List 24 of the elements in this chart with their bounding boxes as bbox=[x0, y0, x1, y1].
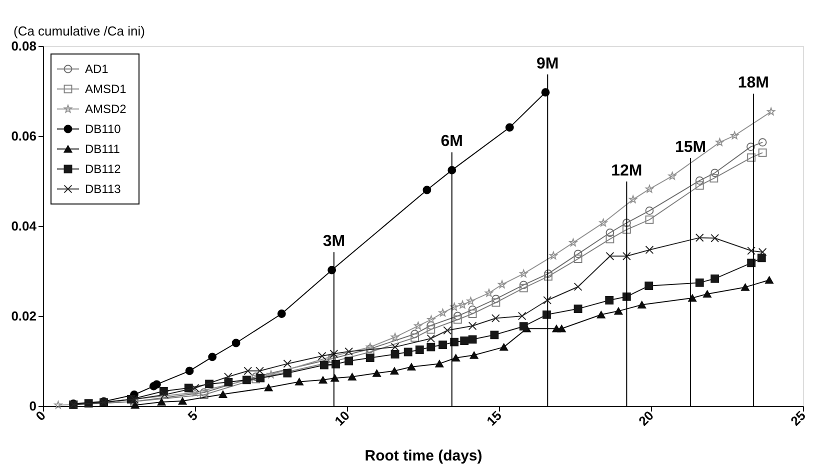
legend-label: AD1 bbox=[85, 62, 109, 76]
legend-label: DB110 bbox=[85, 122, 122, 136]
y-tick-label: 0.08 bbox=[11, 38, 36, 54]
legend-label: DB113 bbox=[85, 182, 122, 196]
y-tick-label: 0.04 bbox=[11, 218, 38, 234]
ref-line-label: 9M bbox=[536, 55, 559, 72]
ref-line-label: 18M bbox=[738, 74, 770, 92]
ref-line-label: 12M bbox=[611, 162, 642, 180]
x-tick-label: 15 bbox=[484, 408, 504, 429]
legend-label: DB112 bbox=[85, 162, 122, 176]
x-tick-label: 25 bbox=[788, 408, 808, 429]
legend-label: AMSD2 bbox=[85, 102, 127, 116]
legend-label: AMSD1 bbox=[85, 82, 127, 96]
x-tick-label: 10 bbox=[332, 408, 352, 429]
ref-line-label: 15M bbox=[674, 139, 706, 156]
x-axis-title: Root time (days) bbox=[364, 448, 482, 465]
x-tick-label: 5 bbox=[184, 408, 200, 424]
ref-line-label: 3M bbox=[322, 233, 346, 250]
y-tick-label: 0.06 bbox=[11, 128, 36, 144]
y-tick-label: 0.02 bbox=[11, 308, 36, 324]
ref-line-label: 6M bbox=[440, 133, 463, 150]
y-axis-title: (Ca cumulative /Ca ini) bbox=[14, 24, 145, 38]
legend-label: DB111 bbox=[85, 142, 120, 156]
x-tick-label: 20 bbox=[636, 408, 656, 429]
